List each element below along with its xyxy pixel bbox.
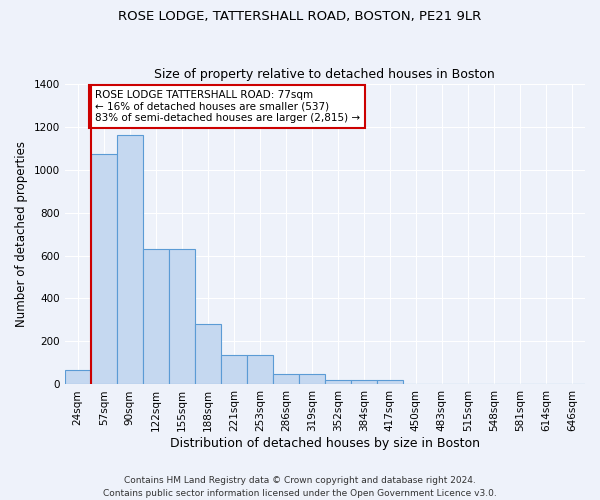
- Bar: [377, 380, 403, 384]
- Title: Size of property relative to detached houses in Boston: Size of property relative to detached ho…: [154, 68, 495, 81]
- Bar: [91, 154, 116, 384]
- Y-axis label: Number of detached properties: Number of detached properties: [15, 141, 28, 327]
- Bar: [351, 380, 377, 384]
- Bar: [195, 324, 221, 384]
- Text: Contains HM Land Registry data © Crown copyright and database right 2024.
Contai: Contains HM Land Registry data © Crown c…: [103, 476, 497, 498]
- Bar: [169, 249, 195, 384]
- Bar: [221, 356, 247, 384]
- Bar: [117, 135, 143, 384]
- Text: ROSE LODGE TATTERSHALL ROAD: 77sqm
← 16% of detached houses are smaller (537)
83: ROSE LODGE TATTERSHALL ROAD: 77sqm ← 16%…: [95, 90, 360, 123]
- Bar: [143, 249, 169, 384]
- Bar: [299, 374, 325, 384]
- Bar: [325, 380, 351, 384]
- X-axis label: Distribution of detached houses by size in Boston: Distribution of detached houses by size …: [170, 437, 480, 450]
- Bar: [247, 356, 273, 384]
- Text: ROSE LODGE, TATTERSHALL ROAD, BOSTON, PE21 9LR: ROSE LODGE, TATTERSHALL ROAD, BOSTON, PE…: [118, 10, 482, 23]
- Bar: [273, 374, 299, 384]
- Bar: [65, 370, 91, 384]
